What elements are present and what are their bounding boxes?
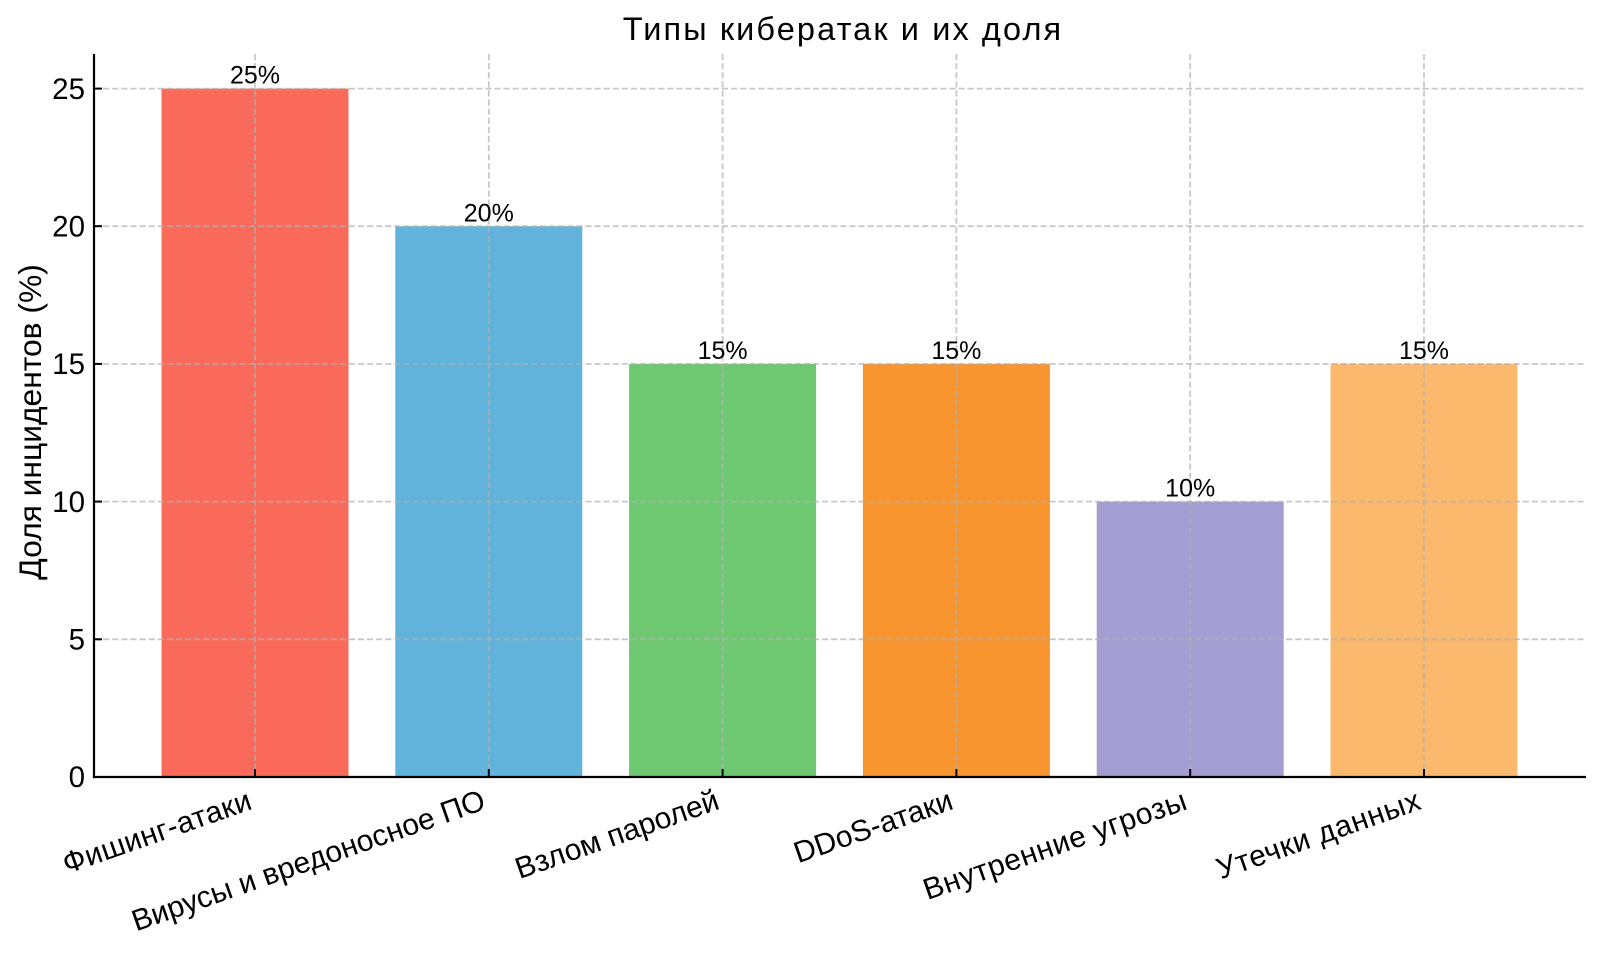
svg-text:25%: 25% <box>230 62 280 90</box>
svg-text:25: 25 <box>52 73 85 106</box>
svg-text:15%: 15% <box>1399 337 1449 365</box>
svg-text:5: 5 <box>69 624 85 657</box>
svg-text:10%: 10% <box>1165 475 1215 503</box>
svg-text:0: 0 <box>69 761 85 794</box>
svg-text:15%: 15% <box>931 337 981 365</box>
svg-text:10: 10 <box>52 486 85 519</box>
svg-text:15: 15 <box>52 348 85 381</box>
svg-text:15%: 15% <box>698 337 748 365</box>
svg-text:Доля инцидентов (%): Доля инцидентов (%) <box>12 264 48 580</box>
svg-text:Типы кибератак и их доля: Типы кибератак и их доля <box>623 11 1063 47</box>
svg-text:20: 20 <box>52 210 85 243</box>
svg-text:20%: 20% <box>464 199 514 227</box>
